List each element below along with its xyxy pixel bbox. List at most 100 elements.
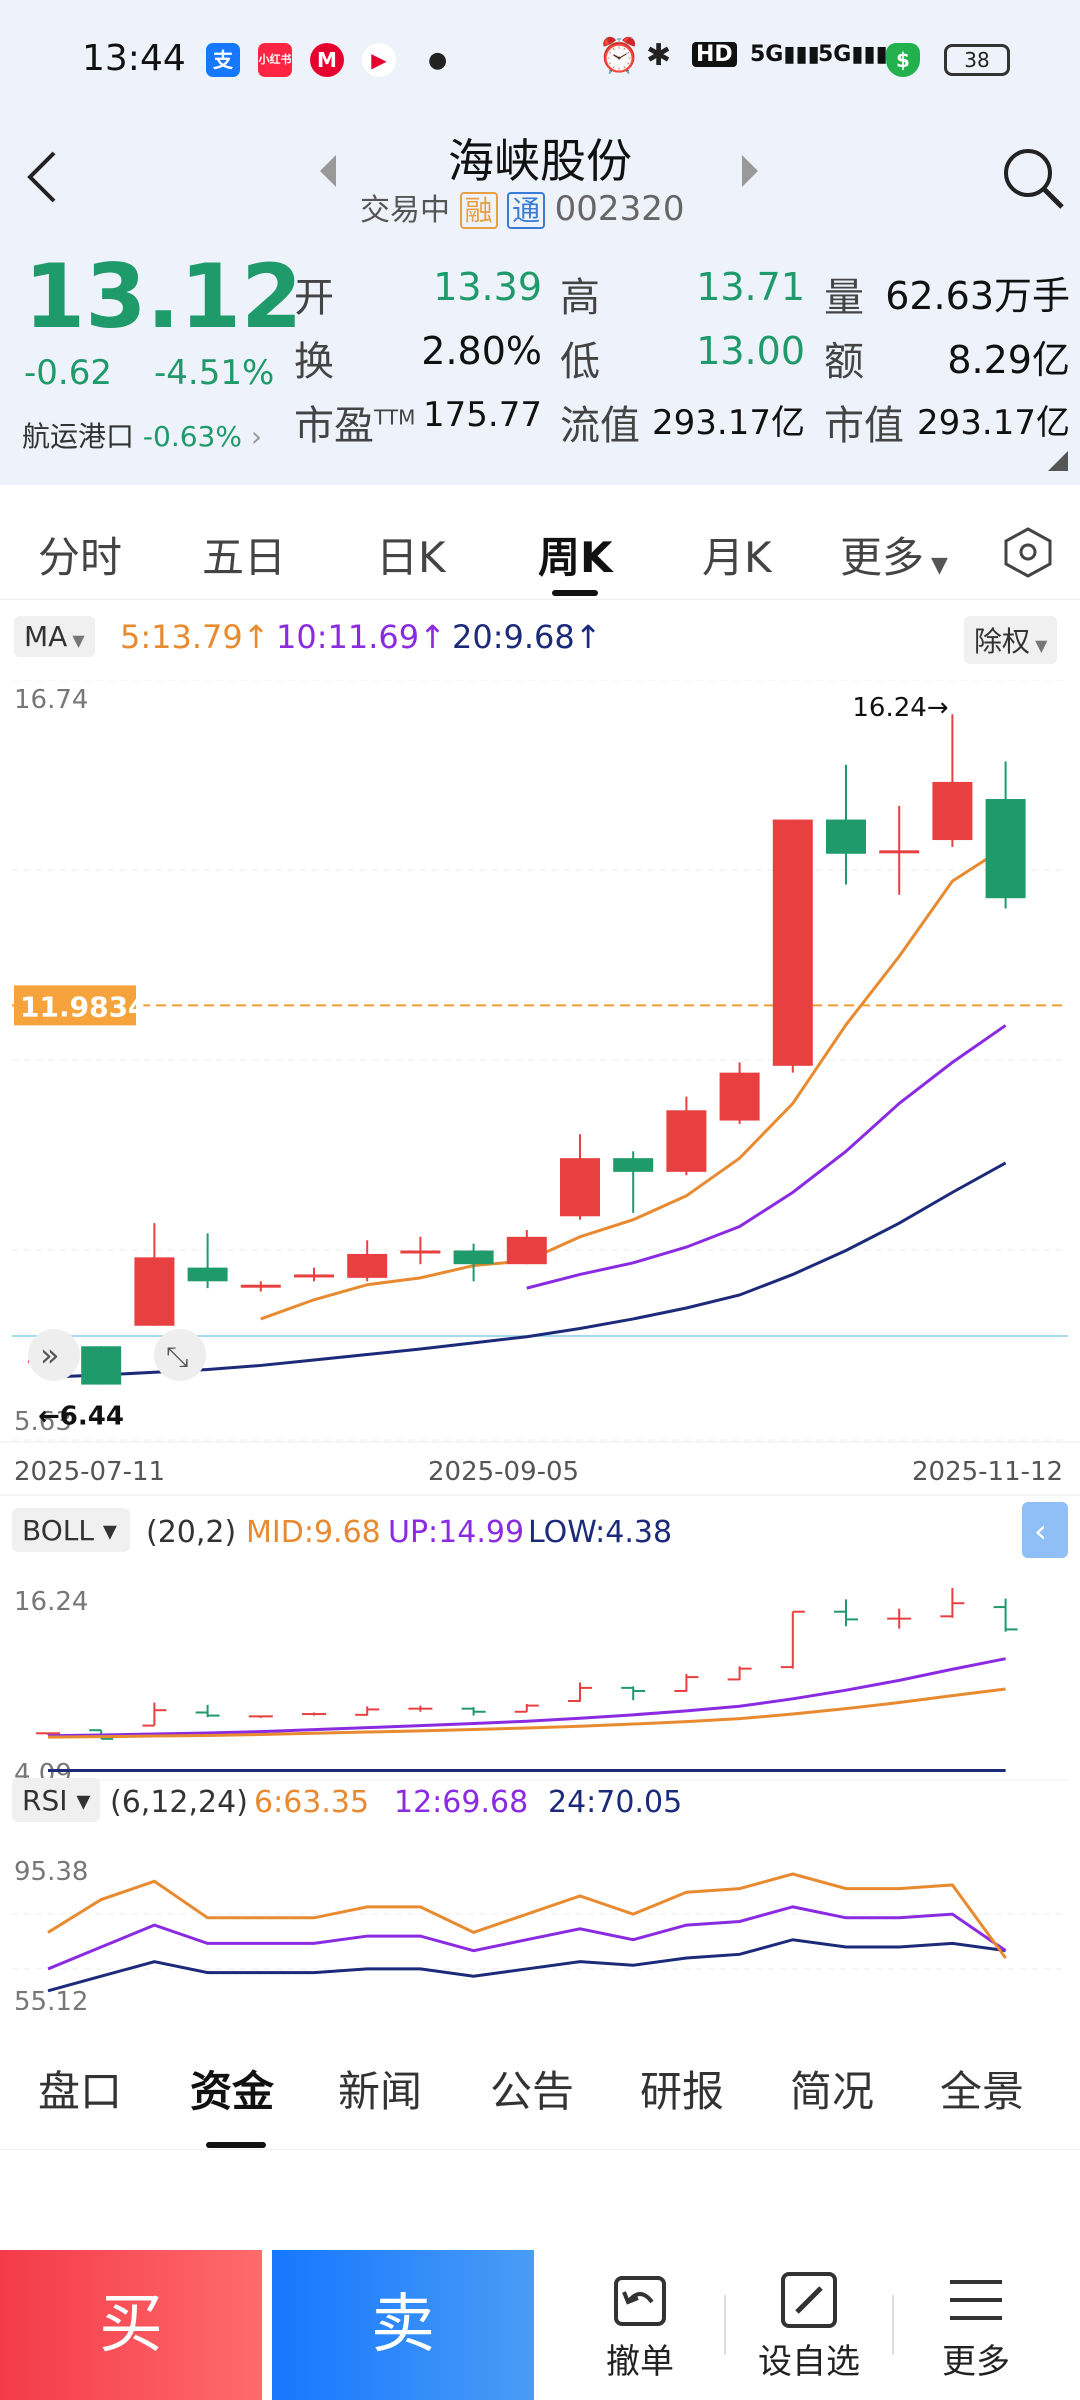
arrow-up-icon: ↑ xyxy=(242,618,270,656)
rsi-6-line xyxy=(47,1872,1007,1959)
rsi-params: (6,12,24) xyxy=(110,1785,248,1820)
rsi-12: 12:69.68 xyxy=(394,1785,528,1820)
divider xyxy=(724,2295,726,2355)
signal-5g-icon: 5G▮▮▮ xyxy=(818,42,888,67)
rsi-label: RSI ▾ xyxy=(22,1784,90,1817)
price-change-pct: -4.51% xyxy=(154,353,275,393)
boll-y-max-label: 16.24 xyxy=(14,1587,88,1617)
min-price-label: ←6.44 xyxy=(38,1402,124,1432)
tab-more[interactable]: 更多 ▼ xyxy=(840,524,948,585)
x-axis-label: 2025-09-05 xyxy=(428,1457,579,1487)
divider xyxy=(892,2295,894,2355)
tab-news[interactable]: 新闻 xyxy=(338,2067,423,2116)
tab-announcements[interactable]: 公告 xyxy=(490,2067,575,2116)
max-price-label: 16.24→ xyxy=(852,693,948,723)
candle-body xyxy=(613,1158,654,1172)
adjust-label: 除权 xyxy=(974,625,1031,658)
settings-hex-icon[interactable] xyxy=(1002,526,1054,578)
candle-body xyxy=(719,1072,760,1121)
tab-order-book[interactable]: 盘口 xyxy=(38,2067,123,2116)
pe-sup: TTM xyxy=(374,405,416,430)
tab-monthly-k[interactable]: 月K xyxy=(702,533,772,582)
expand-corner-icon[interactable] xyxy=(1048,451,1068,471)
edit-icon xyxy=(781,2272,837,2328)
x-axis-label: 2025-07-11 xyxy=(14,1457,165,1487)
fullscreen-button xyxy=(154,1329,206,1381)
expand-left-button xyxy=(28,1329,80,1381)
tab-daily-k[interactable]: 日K xyxy=(376,533,446,582)
y-axis-min-label: 5.63 xyxy=(14,1407,72,1437)
hd-icon: HD xyxy=(692,42,737,67)
add-watchlist-button[interactable]: 设自选 xyxy=(744,2270,874,2383)
ma10-text: 10:11.69 xyxy=(276,618,420,656)
candle-body xyxy=(134,1257,175,1326)
back-icon[interactable] xyxy=(20,147,60,207)
pe-value: 175.77 xyxy=(423,395,542,435)
menu-icon xyxy=(950,2280,1002,2320)
candle-body xyxy=(187,1267,228,1282)
pe-label-text: 市盈 xyxy=(294,403,374,449)
prev-stock-icon[interactable] xyxy=(318,153,338,189)
search-icon[interactable] xyxy=(1000,145,1066,211)
current-price: 13.12 xyxy=(24,245,303,348)
pe-label: 市盈TTM xyxy=(294,393,415,451)
video-icon: ▶ xyxy=(362,43,396,77)
adjust-selector[interactable]: 除权 ▼ xyxy=(964,616,1058,664)
more-label: 更多 xyxy=(942,2342,1010,2382)
collapse-panel-button xyxy=(1022,1502,1068,1558)
turnover-label: 换 xyxy=(294,339,334,385)
mcap-value: 293.17亿 xyxy=(917,403,1070,443)
candle-body xyxy=(826,819,866,854)
more-button[interactable]: 更多 xyxy=(916,2270,1036,2383)
tab-profile[interactable]: 简况 xyxy=(790,2067,875,2116)
rsi-24: 24:70.05 xyxy=(548,1785,682,1820)
shield-icon: $ xyxy=(886,43,920,77)
tab-funds[interactable]: 资金 xyxy=(190,2067,275,2116)
rsi-6: 6:63.35 xyxy=(254,1785,369,1820)
tab-more-label: 更多 xyxy=(840,533,925,582)
ma5-line xyxy=(260,845,1007,1321)
active-tab-indicator xyxy=(552,590,598,596)
undo-icon xyxy=(614,2276,666,2326)
sell-button[interactable]: 卖 xyxy=(272,2250,534,2400)
kline-chart[interactable]: 16.74 5.63 11.9834 16.24→ ←6.44 » ⤡ 2025-07-11 2… xyxy=(0,680,1080,2010)
ma-selector[interactable]: MA ▼ xyxy=(14,616,95,657)
boll-mid-line xyxy=(47,1687,1006,1739)
cancel-order-label: 撤单 xyxy=(606,2342,674,2382)
stock-header: 海峡股份 交易中 融 通 002320 xyxy=(0,125,1080,245)
battery-icon: 38 xyxy=(944,44,1010,76)
stock-name: 海峡股份 xyxy=(448,134,632,188)
cancel-order-button[interactable]: 撤单 xyxy=(580,2270,700,2383)
status-bar: 13:44 支 小红书 M ▶ ● ⏰ ✱ HD 5G▮▮▮ 5G▮▮▮ $ 3… xyxy=(0,0,1080,125)
rsi-24-line xyxy=(47,1938,1006,1993)
tab-overview[interactable]: 全景 xyxy=(940,2067,1025,2116)
trade-status: 交易中 xyxy=(360,193,450,228)
rsi-selector xyxy=(12,1778,100,1822)
candle-body xyxy=(294,1274,334,1278)
x-axis-label: 2025-11-12 xyxy=(912,1457,1063,1487)
candle-body xyxy=(666,1110,707,1172)
tab-intraday[interactable]: 分时 xyxy=(38,533,123,582)
candle-body xyxy=(81,1346,122,1385)
stock-code: 002320 xyxy=(554,189,685,229)
buy-button[interactable]: 买 xyxy=(0,2250,262,2400)
boll-low: LOW:4.38 xyxy=(528,1515,672,1550)
trade-status-row: 交易中 融 通 002320 xyxy=(360,185,740,229)
current-price-tag xyxy=(14,985,136,1026)
candle-body xyxy=(240,1284,281,1288)
tab-research[interactable]: 研报 xyxy=(640,2067,725,2116)
volume-label: 量 xyxy=(824,275,864,321)
tab-five-day[interactable]: 五日 xyxy=(202,533,287,582)
candle-body xyxy=(772,819,813,1066)
alipay-icon: 支 xyxy=(206,43,240,77)
sector-link[interactable]: 航运港口 -0.63% › xyxy=(22,415,262,455)
tab-weekly-k[interactable]: 周K xyxy=(538,533,613,582)
status-time: 13:44 xyxy=(82,38,186,79)
next-stock-icon[interactable] xyxy=(740,153,760,189)
ma10-value: 10:11.69↑ xyxy=(276,618,446,656)
low-value: 13.00 xyxy=(696,329,805,373)
volume-value: 62.63万手 xyxy=(885,274,1070,318)
boll-label: BOLL ▾ xyxy=(22,1514,117,1547)
caret-down-icon: ▼ xyxy=(1030,636,1048,655)
amount-value: 8.29亿 xyxy=(947,338,1070,382)
